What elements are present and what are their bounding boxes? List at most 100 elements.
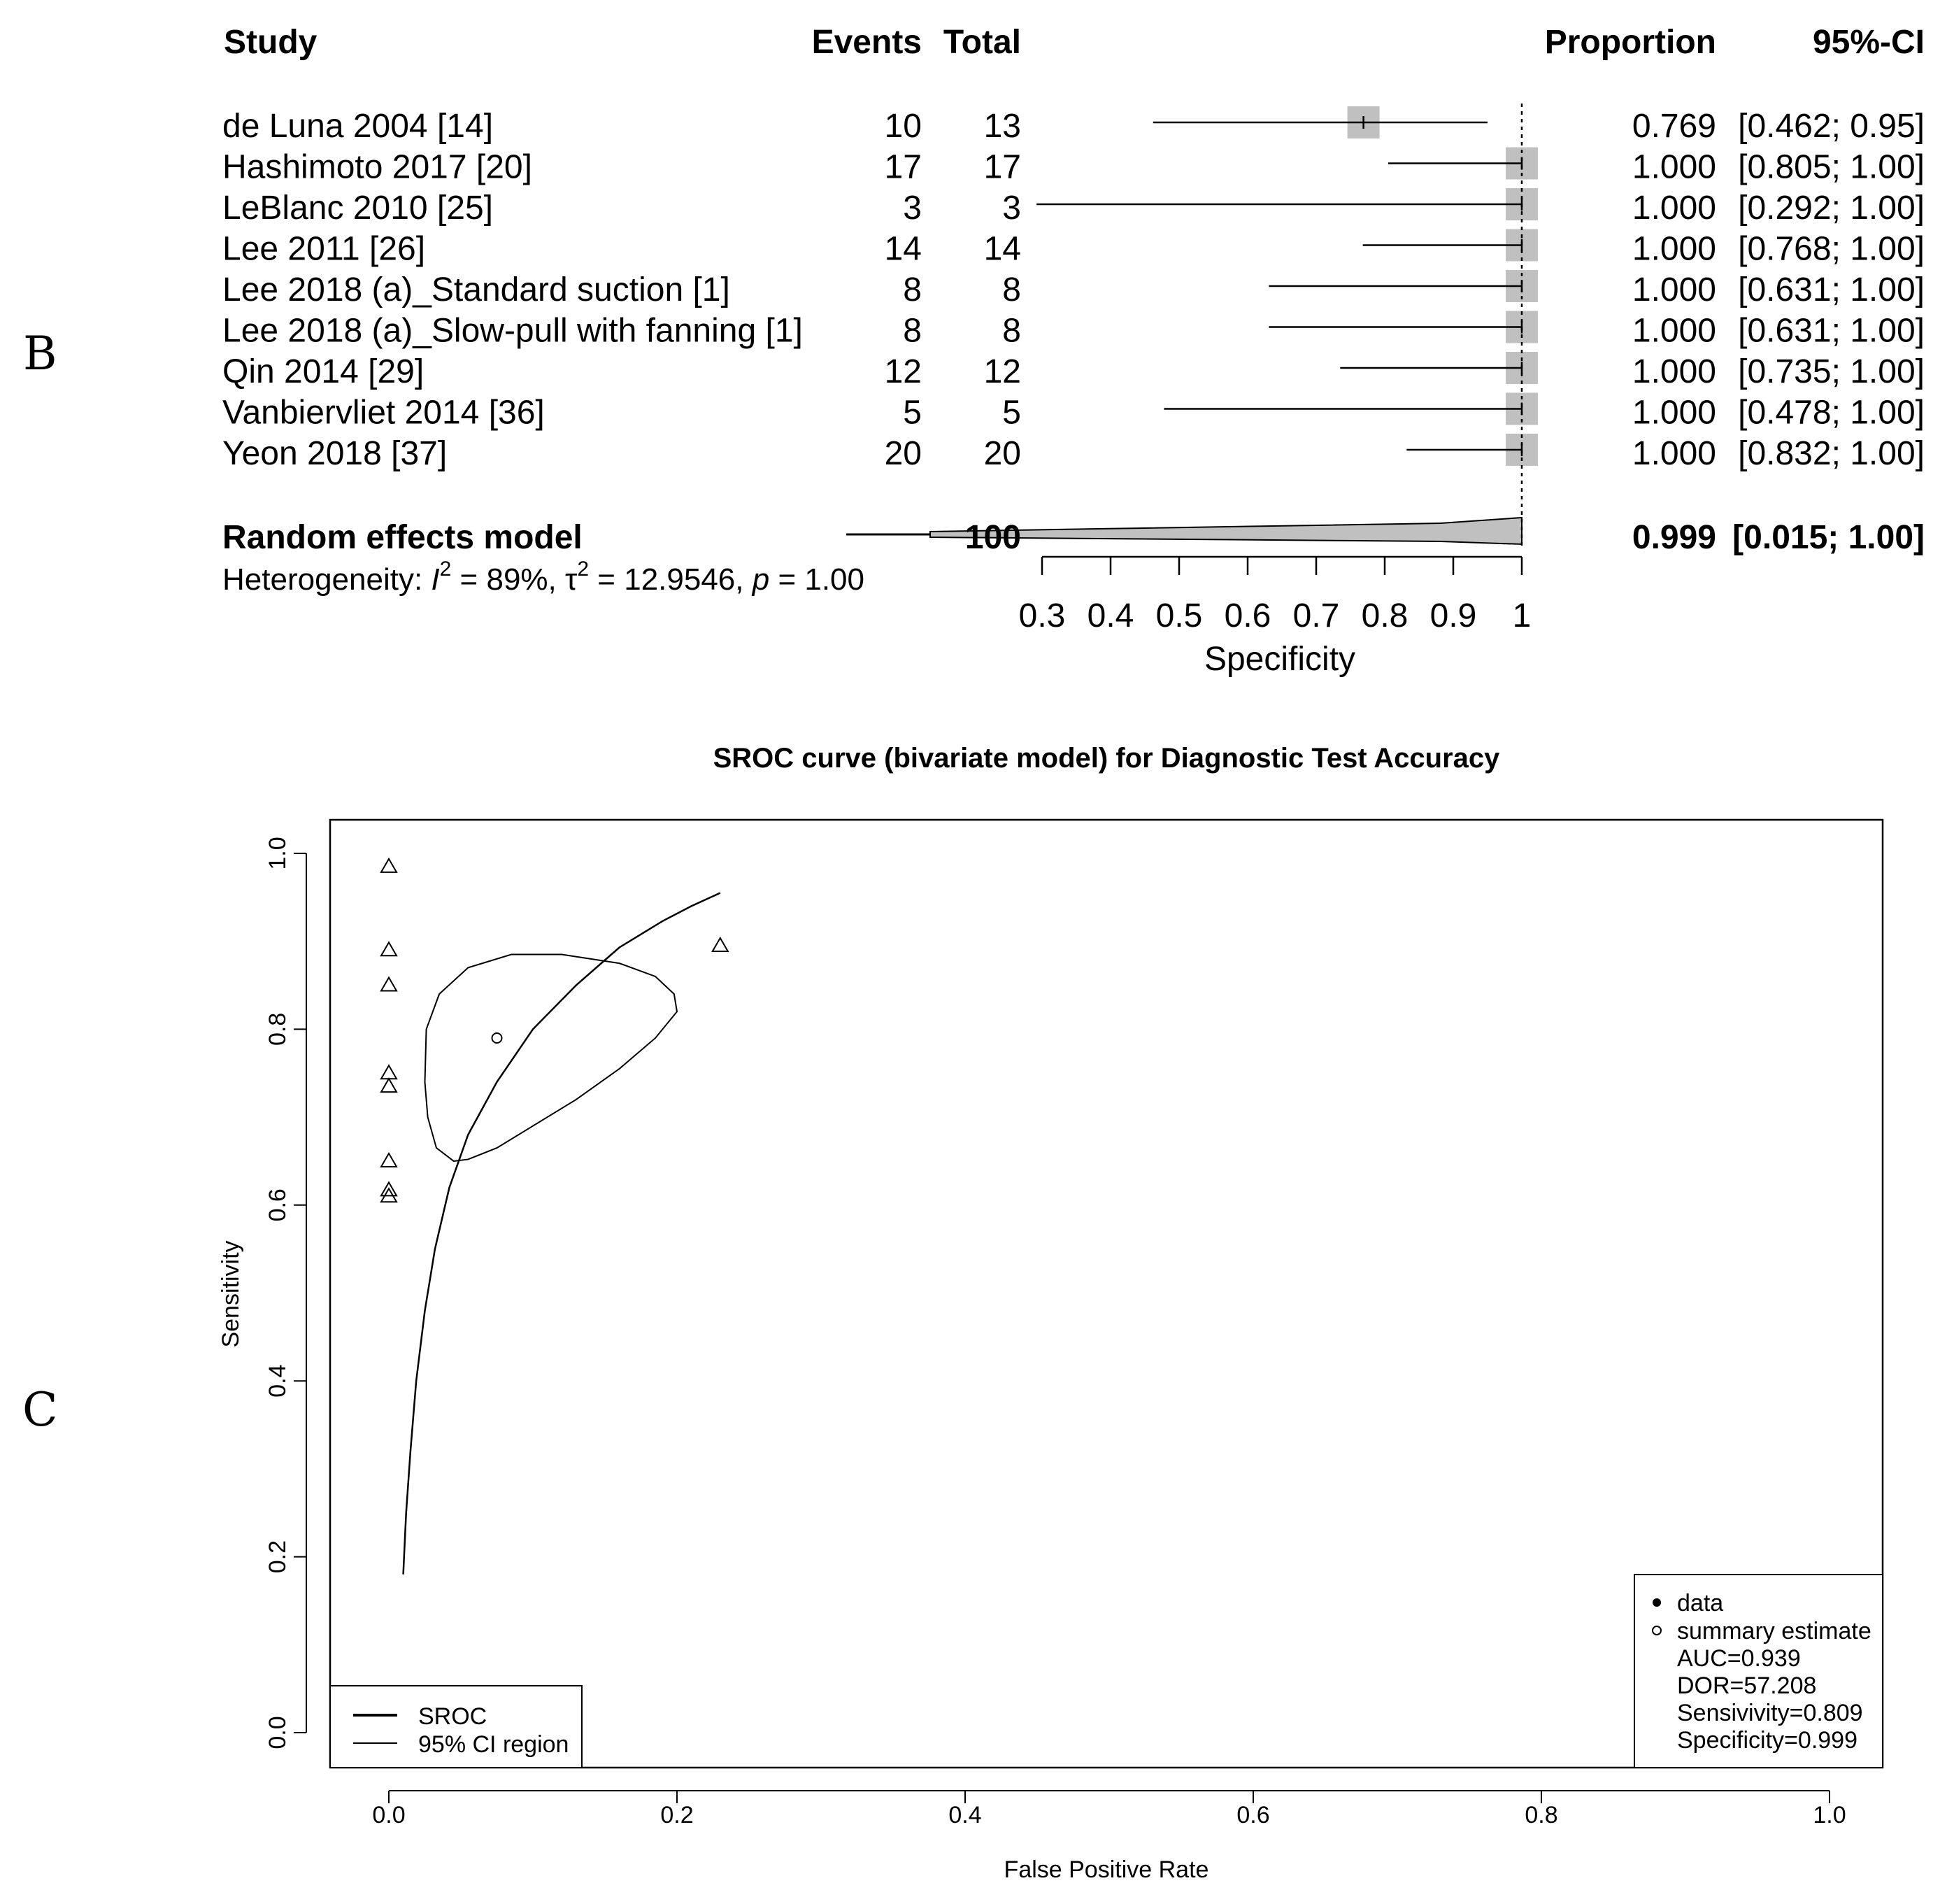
study-proportion: 1.000 <box>1632 353 1716 390</box>
header-study: Study <box>224 24 318 61</box>
sroc-y-tick-label: 0.0 <box>264 1716 291 1749</box>
study-proportion: 1.000 <box>1632 435 1716 472</box>
sroc-x-tick-label: 0.0 <box>372 1802 405 1828</box>
study-proportion: 1.000 <box>1632 395 1716 432</box>
forest-axis-tick-label: 0.4 <box>1087 597 1134 634</box>
summary-label: Random effects model <box>222 519 583 556</box>
summary-total: 100 <box>965 519 1021 556</box>
study-proportion: 1.000 <box>1632 231 1716 268</box>
legend-left-box <box>329 1685 583 1768</box>
study-ci: [0.462; 0.95] <box>1738 108 1925 145</box>
study-events: 3 <box>903 190 922 227</box>
study-total: 12 <box>984 353 1021 390</box>
summary-ci: [0.015; 1.00] <box>1732 519 1925 556</box>
study-ci: [0.631; 1.00] <box>1738 271 1925 308</box>
forest-x-label: Specificity <box>1204 641 1355 678</box>
forest-rows: de Luna 2004 [14] 10 13 0.769 [0.462; 0.95] H… <box>222 108 1925 472</box>
study-ci: [0.735; 1.00] <box>1738 353 1925 390</box>
legend-summary-symbol <box>1652 1626 1662 1635</box>
panel-label-c: C <box>22 1383 58 1437</box>
study-events: 5 <box>903 395 922 432</box>
header-ci: 95%-CI <box>1813 24 1925 61</box>
study-events: 14 <box>885 231 922 268</box>
header-events: Events <box>812 24 922 61</box>
study-ci: [0.768; 1.00] <box>1738 231 1925 268</box>
legend-summary-label: summary estimate <box>1677 1618 1871 1644</box>
study-ci: [0.478; 1.00] <box>1738 395 1925 432</box>
p-value: = 1.00 <box>769 562 864 597</box>
data-point <box>380 976 398 992</box>
data-point <box>380 1187 398 1203</box>
sroc-y-tick-label: 0.4 <box>264 1365 291 1398</box>
forest-axis-tick-label: 0.6 <box>1225 597 1271 634</box>
sroc-y-tick-label: 0.8 <box>264 1013 291 1046</box>
study-total: 13 <box>984 108 1021 145</box>
p-symbol: p <box>751 562 769 597</box>
legend-dor: DOR=57.208 <box>1677 1672 1816 1699</box>
sroc-marks <box>380 857 729 1575</box>
plot-frame <box>329 818 1884 1769</box>
study-events: 8 <box>903 313 922 350</box>
heterogeneity-prefix: Heterogeneity: <box>222 562 431 597</box>
study-total: 5 <box>1002 395 1021 432</box>
forest-axis-tick-label: 0.7 <box>1293 597 1340 634</box>
sroc-x-label: False Positive Rate <box>1004 1856 1209 1883</box>
forest-axis-tick-label: 0.3 <box>1019 597 1066 634</box>
legend-spec: Specificity=0.999 <box>1677 1727 1857 1754</box>
data-point <box>380 1181 398 1197</box>
study-name: Qin 2014 [29] <box>222 353 424 390</box>
study-total: 8 <box>1002 271 1021 308</box>
sroc-x-tick-label: 0.6 <box>1236 1802 1269 1828</box>
study-events: 20 <box>885 435 922 472</box>
sroc-y-label: Sensitivity <box>217 1240 244 1347</box>
legend-right-box <box>1634 1574 1883 1768</box>
study-ci: [0.832; 1.00] <box>1738 435 1925 472</box>
data-point <box>380 1064 398 1080</box>
tau-value: = 12.9546, <box>589 562 753 597</box>
legend-ci-label: 95% CI region <box>418 1731 569 1758</box>
sroc-title: SROC curve (bivariate model) for Diagnos… <box>713 743 1501 774</box>
sroc-curve <box>402 892 721 1575</box>
data-point <box>380 1077 398 1093</box>
i2-sup: 2 <box>440 557 452 581</box>
i2-value: = 89%, <box>451 562 565 597</box>
study-proportion: 0.769 <box>1632 108 1716 145</box>
forest-plot: B Study Events Total Proportion 95%-CI d… <box>23 24 1925 678</box>
summary-point <box>491 1032 503 1044</box>
sroc-x-tick-label: 0.8 <box>1525 1802 1557 1828</box>
study-ci: [0.631; 1.00] <box>1738 313 1925 350</box>
data-point <box>711 936 729 952</box>
data-point <box>380 941 398 957</box>
study-total: 8 <box>1002 313 1021 350</box>
forest-marks <box>846 104 1538 546</box>
forest-axis-tick-label: 0.9 <box>1430 597 1477 634</box>
study-name: Lee 2018 (a)_Standard suction [1] <box>222 271 730 308</box>
study-total: 3 <box>1002 190 1021 227</box>
study-proportion: 1.000 <box>1632 190 1716 227</box>
study-name: LeBlanc 2010 [25] <box>222 190 493 227</box>
study-name: Yeon 2018 [37] <box>222 435 447 472</box>
study-events: 8 <box>903 271 922 308</box>
study-total: 20 <box>984 435 1021 472</box>
study-events: 17 <box>885 149 922 186</box>
legend-right: data summary estimate AUC=0.939 DOR=57.2… <box>1634 1574 1883 1768</box>
legend-sens: Sensivivity=0.809 <box>1677 1700 1863 1726</box>
legend-left: SROC 95% CI region <box>329 1685 583 1768</box>
ci-region <box>424 953 678 1162</box>
study-name: Vanbiervliet 2014 [36] <box>222 395 545 432</box>
study-events: 10 <box>885 108 922 145</box>
legend-data-symbol <box>1653 1598 1661 1607</box>
data-point <box>380 1151 398 1167</box>
summary-proportion: 0.999 <box>1632 519 1716 556</box>
study-proportion: 1.000 <box>1632 271 1716 308</box>
forest-x-axis: 0.3 0.4 0.5 0.6 0.7 0.8 0.9 1 <box>1019 555 1531 634</box>
tau-symbol: τ <box>565 562 578 597</box>
study-ci: [0.292; 1.00] <box>1738 190 1925 227</box>
sroc-axes: 0.0 0.2 0.4 0.6 0.8 1.0 0.0 0.2 0.4 0.6 0.8 1.0 <box>264 837 1846 1828</box>
header-total: Total <box>943 24 1021 61</box>
sroc-x-tick-label: 0.2 <box>660 1802 693 1828</box>
sroc-y-tick-label: 1.0 <box>264 837 291 869</box>
study-proportion: 1.000 <box>1632 313 1716 350</box>
sroc-plot: C SROC curve (bivariate model) for Diagn… <box>22 743 1884 1883</box>
